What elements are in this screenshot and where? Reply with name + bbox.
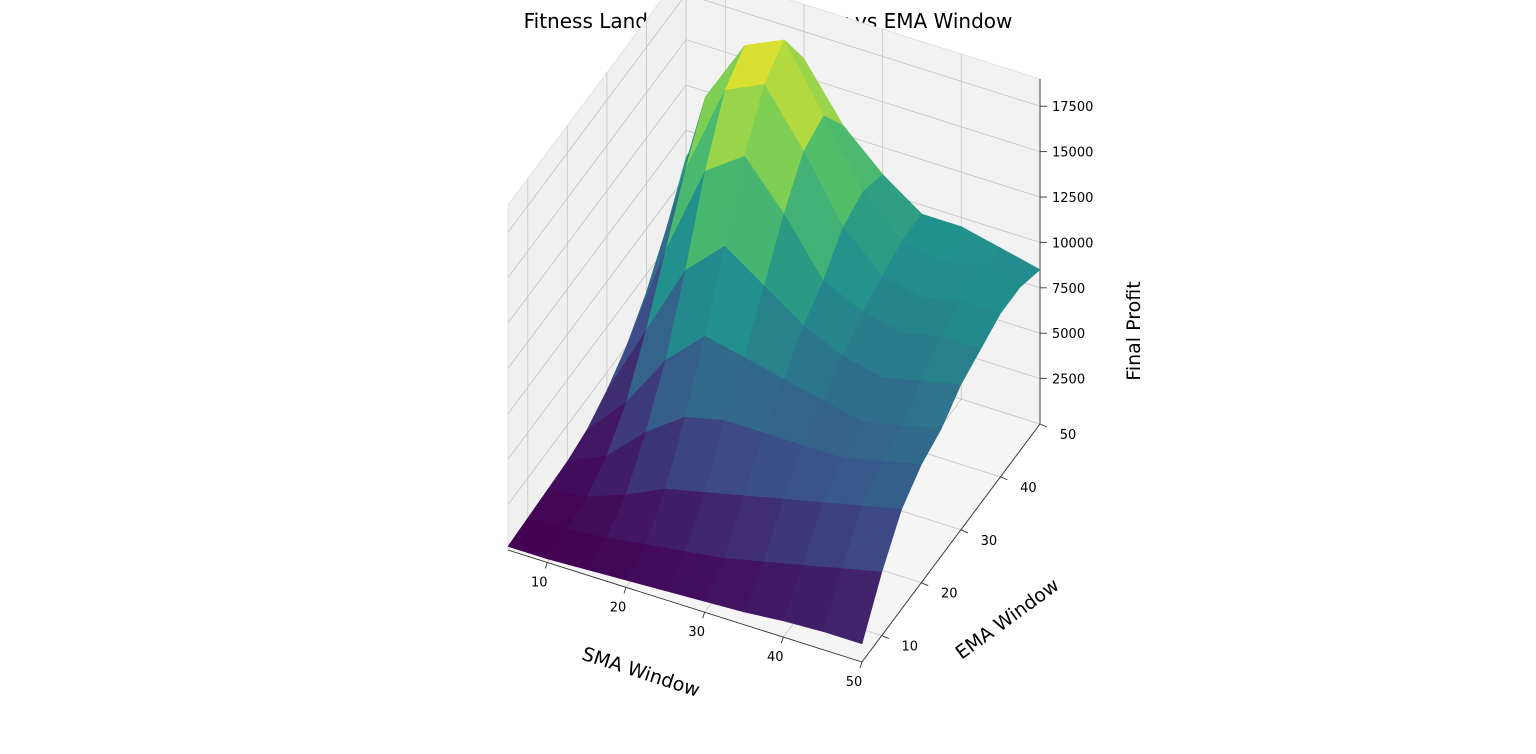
axis-lines (507, 79, 1041, 663)
y-tick-label: 40 (1020, 481, 1037, 496)
z-tick-label: 5000 (1052, 327, 1085, 342)
tick-mark (702, 612, 706, 619)
x-tick-label: 40 (767, 650, 784, 665)
grid-line-z (507, 0, 683, 233)
grid-line-z (507, 39, 687, 278)
z-tick-label: 7500 (1052, 282, 1085, 297)
grid-line-z (507, 130, 687, 369)
tick-mark (921, 582, 929, 587)
tick-mark (623, 587, 627, 594)
y-tick-label: 10 (902, 640, 919, 655)
x-tick-label: 20 (610, 600, 627, 615)
tick-mark (1039, 423, 1048, 428)
z-tick-label: 15000 (1052, 146, 1093, 161)
z-tick-label: 12500 (1052, 191, 1093, 206)
tick-mark (1000, 476, 1008, 481)
tick-mark (780, 636, 784, 644)
y-tick-label: 30 (981, 534, 998, 549)
x-axis-line (507, 549, 863, 663)
y-axis-label: EMA Window (952, 574, 1064, 664)
grid-line-z (702, 0, 1041, 107)
tick-labels: 10 20 30 40 50 10 20 30 40 50 2500 5000 7500 10000 125… (531, 100, 1093, 690)
y-tick-label: 50 (1060, 428, 1077, 443)
x-tick-label: 10 (531, 575, 548, 590)
surface-patch (822, 568, 883, 645)
z-tick-label: 2500 (1052, 373, 1085, 388)
y-axis-line (861, 423, 1041, 663)
y-tick-label: 20 (941, 587, 958, 602)
grid-line-z (507, 84, 687, 324)
z-tick-label: 10000 (1052, 236, 1093, 251)
grid-line-z (507, 175, 687, 415)
x-tick-label: 30 (688, 625, 705, 640)
z-tick-label: 17500 (1052, 100, 1093, 115)
z-axis-label: Final Profit (1123, 281, 1145, 380)
tick-mark (881, 635, 889, 639)
x-tick-label: 50 (846, 675, 863, 690)
x-axis-label: SMA Window (579, 643, 702, 702)
tick-mark (859, 661, 863, 669)
tick-mark (544, 562, 548, 569)
tick-mark (960, 529, 969, 534)
surface-mesh (507, 39, 1041, 645)
